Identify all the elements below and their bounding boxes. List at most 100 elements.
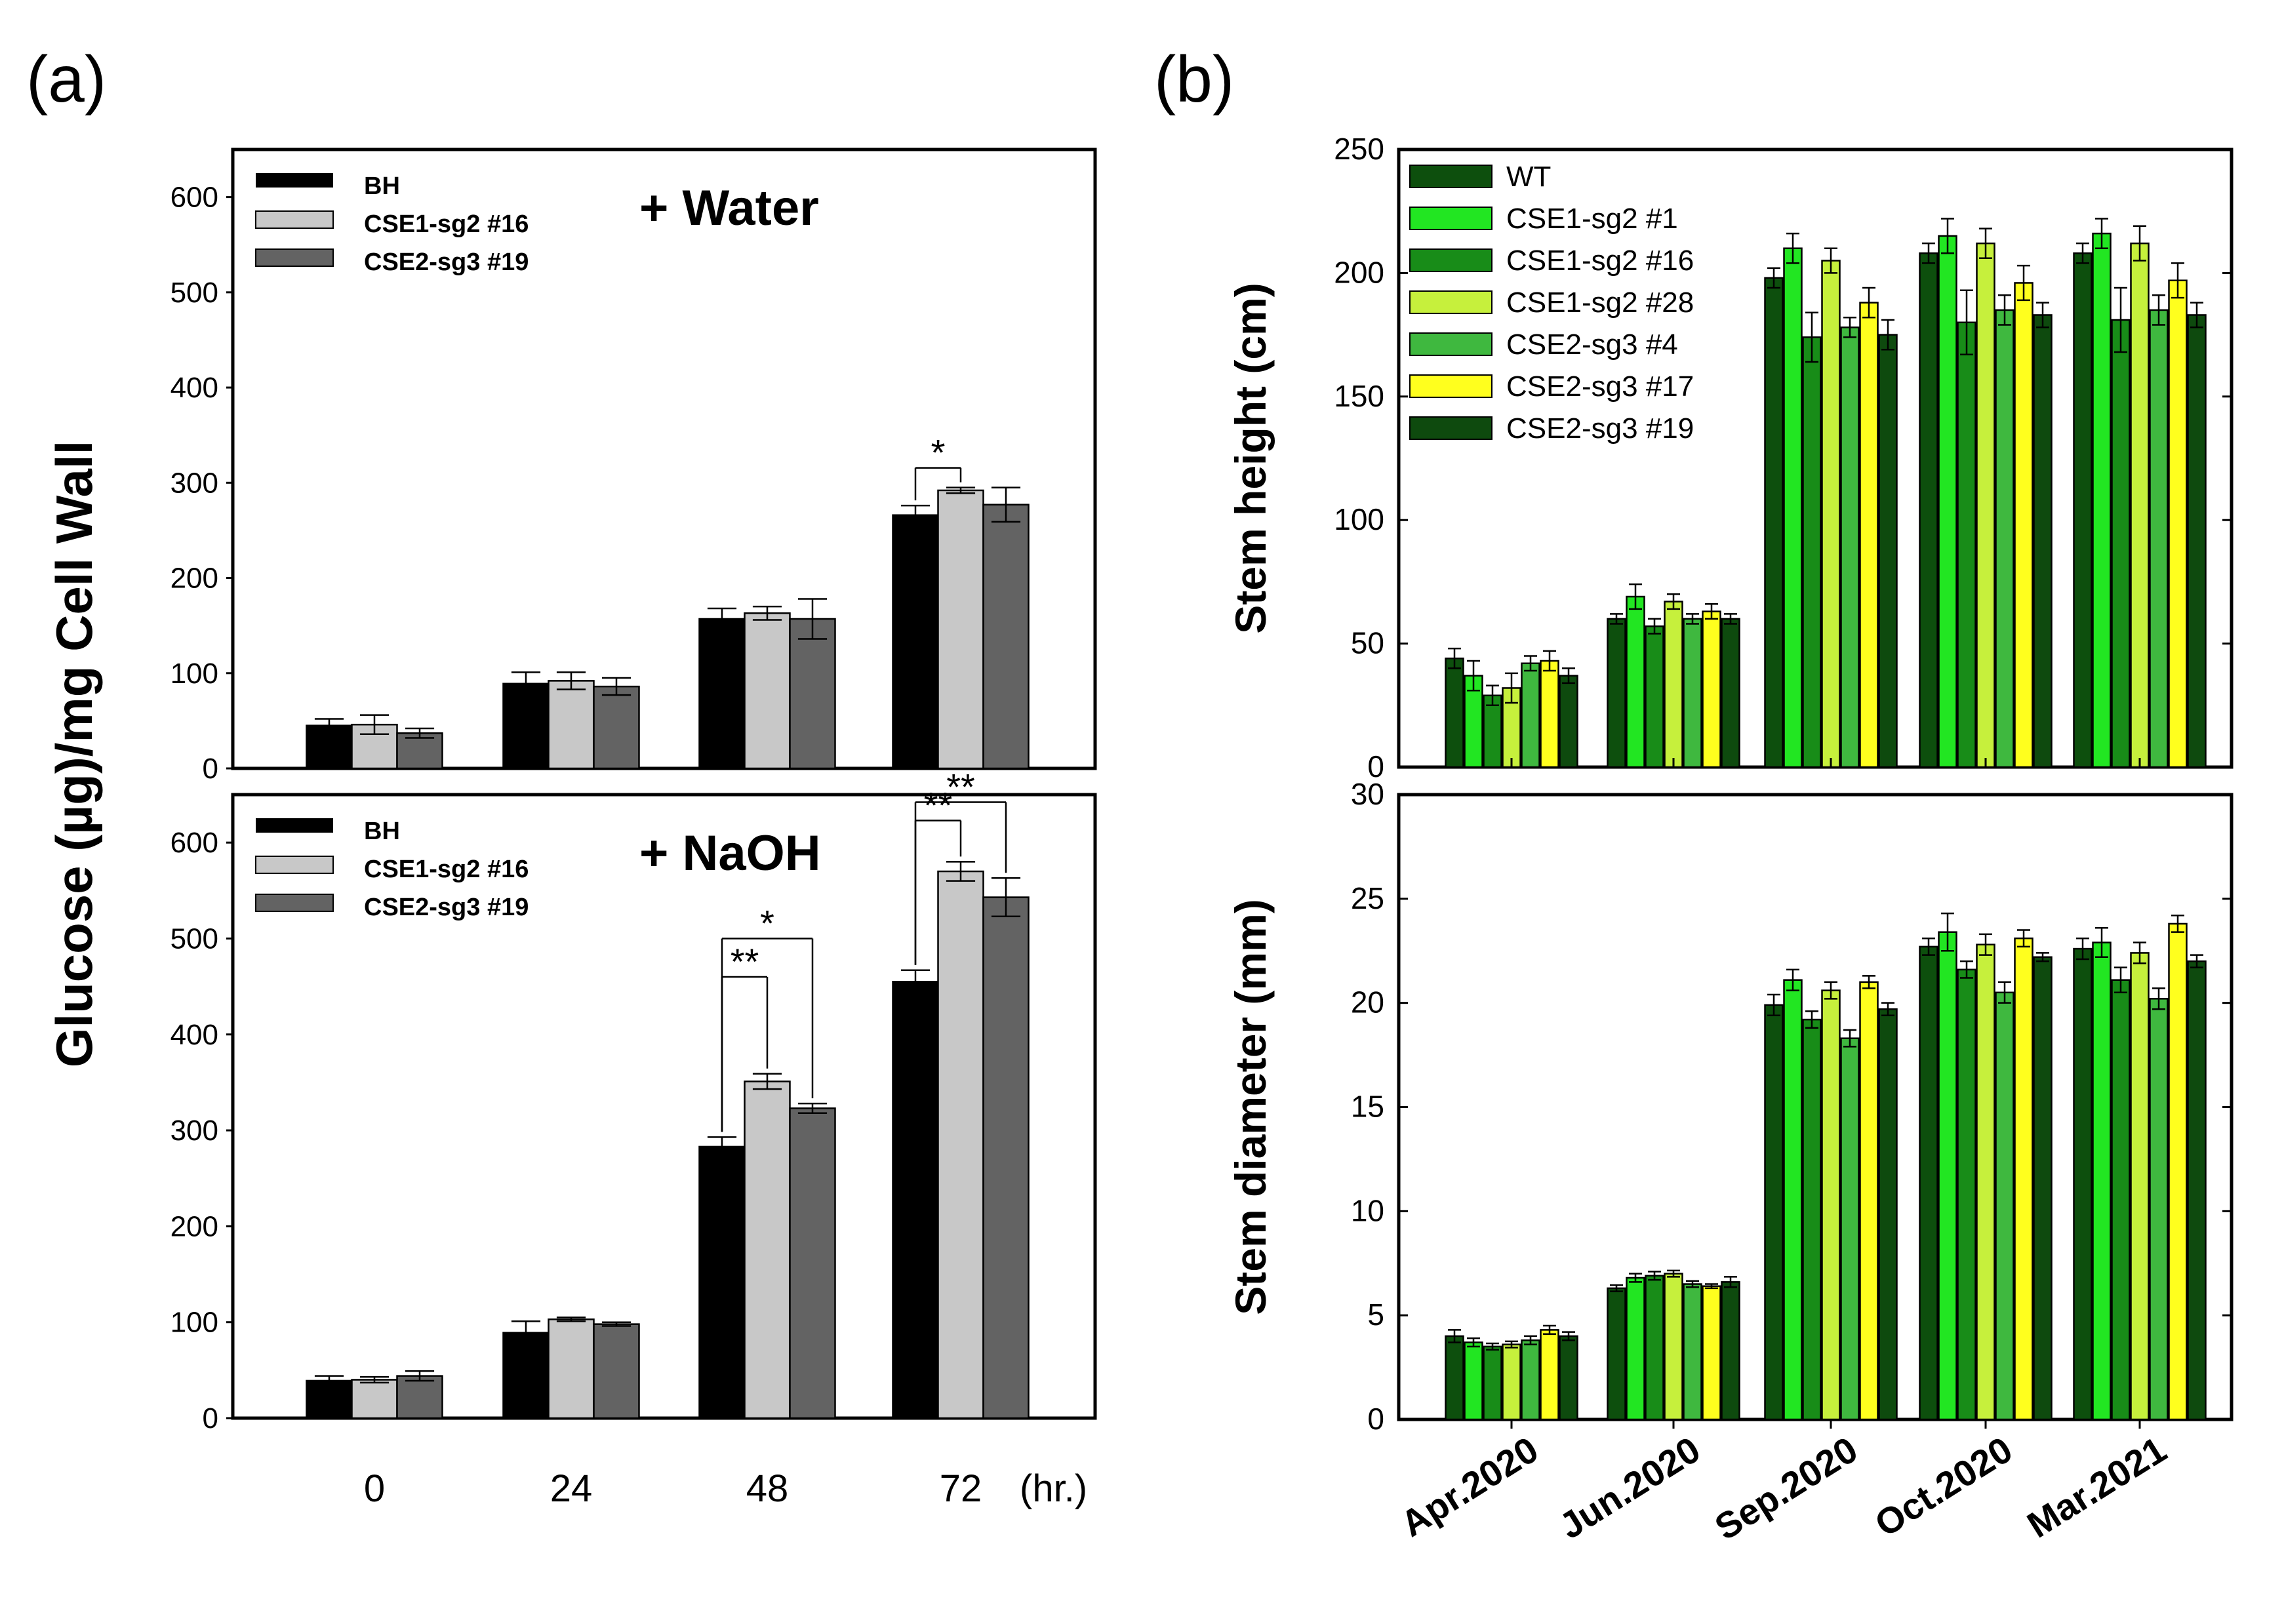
bar	[2033, 956, 2053, 1421]
bar	[1464, 1341, 1483, 1421]
bar	[1483, 694, 1502, 768]
bar	[698, 618, 746, 770]
y-tick-label: 30	[1351, 777, 1384, 811]
bar	[1995, 309, 2014, 768]
legend-swatch	[1409, 290, 1493, 314]
bar	[1878, 334, 1898, 768]
bar	[1919, 252, 1938, 768]
y-tick-label: 300	[170, 1115, 218, 1147]
legend-label: CSE1-sg2 #16	[364, 210, 529, 238]
legend-label: CSE2-sg3 #19	[1506, 412, 1694, 445]
y-tick-label: 0	[1367, 749, 1384, 783]
bar	[1840, 1037, 1860, 1421]
bar	[2073, 252, 2093, 768]
bar	[396, 1375, 443, 1419]
chart-title: + Water	[639, 180, 819, 236]
bar	[982, 504, 1030, 770]
bar	[937, 870, 984, 1419]
bar	[593, 685, 640, 770]
bar	[502, 683, 550, 770]
bar	[1995, 991, 2014, 1421]
bar	[1559, 1335, 1578, 1421]
legend-label: CSE2-sg3 #19	[364, 248, 529, 276]
y-axis-label: Stem height (cm)	[1226, 283, 1275, 633]
legend-swatch	[255, 856, 334, 874]
bar	[2033, 314, 2053, 768]
legend-label: BH	[364, 818, 400, 845]
x-tick-label: Mar.2021	[2020, 1429, 2173, 1546]
chart-b-height: 0 50 100 150 200 250 Stem height (cm) WT CSE1-sg…	[1226, 132, 2234, 783]
bar	[982, 896, 1030, 1419]
bar	[1445, 1335, 1464, 1421]
bar	[2130, 242, 2150, 768]
y-tick-label: 100	[170, 658, 218, 690]
legend-swatch	[1409, 332, 1493, 356]
x-tick-label: 48	[746, 1467, 789, 1510]
legend-swatch	[1409, 165, 1493, 188]
legend-swatch	[1409, 248, 1493, 272]
legend-swatch	[1409, 374, 1493, 398]
y-tick-label: 50	[1351, 626, 1384, 660]
bar	[1721, 1281, 1740, 1421]
bar	[789, 618, 836, 770]
bar	[1802, 1018, 1822, 1421]
bar	[2130, 952, 2150, 1421]
legend-label: CSE1-sg2 #16	[1506, 245, 1694, 277]
bar	[1840, 327, 1860, 768]
bar	[548, 1318, 595, 1419]
significance-label: **	[924, 785, 953, 826]
bar	[1521, 1339, 1540, 1421]
bar	[2187, 314, 2207, 768]
legend-label: BH	[364, 172, 400, 200]
chart-a-water: 0 100 200 300 400 500 600 + Water BH CSE1-sg2 #16…	[170, 148, 1097, 785]
significance-label: *	[931, 432, 946, 473]
y-tick-label: 20	[1351, 985, 1384, 1020]
y-tick-label: 25	[1351, 881, 1384, 915]
x-tick-label: Jun.2020	[1552, 1429, 1708, 1547]
bar	[548, 680, 595, 770]
bar	[1445, 657, 1464, 768]
legend-swatch	[255, 248, 334, 267]
legend-label: CSE1-sg2 #1	[1506, 203, 1678, 235]
y-tick-label: 250	[1334, 132, 1384, 166]
chart-a-naoh: 0 100 200 300 400 500 600 0 24 48 72 (hr.) + NaOH BH C…	[170, 766, 1097, 1510]
bar	[1976, 943, 1995, 1421]
bar	[2014, 282, 2034, 768]
bar	[1626, 595, 1645, 768]
x-tick-label: 0	[364, 1467, 385, 1510]
bar	[892, 514, 939, 770]
bar	[2092, 232, 2112, 768]
bar	[892, 981, 939, 1419]
bar	[1521, 662, 1540, 768]
bar	[2073, 947, 2093, 1421]
chart-title: + NaOH	[639, 825, 821, 881]
bar	[1645, 1275, 1664, 1421]
plot-frame	[231, 793, 1097, 1420]
bar	[1607, 1287, 1626, 1421]
panel-label-a: (a)	[26, 43, 106, 116]
y-tick-label: 200	[1334, 255, 1384, 289]
significance-label: **	[946, 766, 975, 808]
bar	[1802, 336, 1822, 768]
bar	[2149, 998, 2169, 1421]
significance-label: **	[731, 941, 759, 982]
y-tick-label: 600	[170, 182, 218, 214]
y-tick-label: 500	[170, 277, 218, 309]
bar	[396, 732, 443, 770]
bar	[1764, 277, 1784, 768]
bar	[1919, 945, 1938, 1421]
a-y-axis-label: Glucose (µg)/mg Cell Wall	[45, 441, 103, 1068]
bar	[789, 1107, 836, 1419]
y-tick-label: 300	[170, 467, 218, 499]
y-tick-label: 600	[170, 827, 218, 859]
bar	[351, 1379, 398, 1419]
y-tick-label: 0	[203, 753, 218, 785]
bar	[502, 1332, 550, 1419]
bar	[1783, 979, 1803, 1421]
significance-label: *	[760, 902, 774, 943]
y-tick-label: 5	[1367, 1297, 1384, 1332]
bar	[1957, 968, 1976, 1421]
bar	[1938, 931, 1957, 1421]
y-tick-label: 500	[170, 922, 218, 955]
